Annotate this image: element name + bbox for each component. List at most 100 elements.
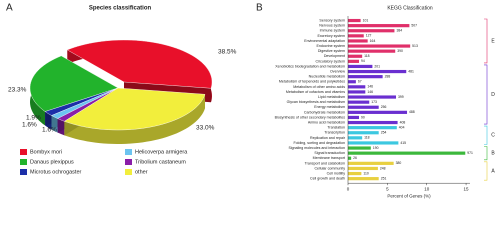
count-label: 173 [371,100,377,104]
panel-label: B [256,3,263,14]
category-label: Signaling molecules and interaction [288,146,345,150]
figure: A Species classification B KEGG Classifi… [6,3,495,199]
legend-label: other [135,169,148,175]
category-label: Transport and catabolism [305,161,345,165]
bar [348,18,361,23]
count-label: 94 [361,59,365,63]
panel-label: A [6,3,13,14]
category-label: Xenobiotics biodegradation and metabolis… [275,64,345,68]
category-label: Amino acid metabolism [308,121,345,125]
bar [348,59,360,63]
count-label: 251 [381,177,387,181]
bar [348,95,397,99]
slice-label: 1.6% [42,127,57,134]
count-label: 118 [364,54,370,58]
bar [348,34,364,38]
category-label: Development [324,54,345,58]
category-label: Cellular community [314,166,345,170]
bar [348,110,408,114]
category-label: Excretory system [317,34,345,38]
group-bracket [484,64,488,125]
bar [348,80,356,84]
category-label: Lipid metabolism [318,95,345,99]
category-label: Overview [330,70,345,74]
count-label: 26 [353,156,357,160]
legend-swatch [125,149,132,155]
count-label: 201 [374,64,380,68]
bar [348,75,383,79]
slice-label: 1.9% [26,115,41,122]
legend-swatch [20,149,27,155]
category-label: Sensory system [319,19,345,23]
count-label: 190 [373,146,379,150]
pie-slice [63,87,206,131]
group-label: D [491,92,495,98]
legend-swatch [125,169,132,175]
count-label: 390 [397,49,403,53]
group-label: E [491,38,495,44]
count-label: 384 [396,29,402,33]
x-tick-label: 15 [464,186,470,191]
category-label: Cell growth and death [310,177,345,181]
slice-label: 1.6% [22,122,37,129]
slice-label: 23.3% [8,87,27,94]
chart-title: Species classification [89,6,152,12]
bar [348,69,407,74]
category-label: Translation [327,126,345,130]
category-label: Membrane transport [313,156,345,160]
bar [348,49,396,53]
count-label: 118 [364,136,370,140]
category-label: Nucleotide metabolism [309,75,345,79]
legend-label: Bombyx mori [30,149,62,155]
x-tick-label: 0 [347,186,350,191]
category-label: Cell motility [327,172,346,176]
count-label: 380 [396,161,402,165]
bar [348,136,363,140]
count-label: 399 [398,95,404,99]
count-label: 90 [361,115,365,119]
count-label: 488 [409,110,415,114]
category-label: Digestive system [318,49,345,53]
count-label: 971 [467,151,473,155]
pie-slice [66,39,213,89]
count-label: 408 [400,120,406,124]
x-axis-title: Percent of Genes (%) [387,193,431,198]
count-label: 513 [412,44,418,48]
bar [348,161,394,165]
count-label: 481 [408,69,414,73]
bar [348,151,466,155]
count-label: 254 [381,131,387,135]
legend-swatch [125,159,132,165]
bar [348,85,366,89]
count-label: 507 [411,24,417,28]
legend-label: Microtus ochrogaster [30,169,82,175]
category-label: Nervous system [319,24,345,28]
category-label: Endocrine system [316,44,345,48]
bar [348,156,352,160]
bar [348,126,397,130]
bar [348,90,366,94]
bar [348,115,360,120]
legend-label: Danaus plexippus [30,159,74,165]
category-label: Metabolism of terpenoids and polyketides [279,80,345,84]
legend-label: Tribolium castaneum [135,159,186,165]
bar [348,29,395,33]
bar [348,171,362,176]
bar [348,24,410,28]
group-bracket [484,18,488,64]
category-label: Environmental adaptation [304,39,345,43]
category-label: Folding, sorting and degradation [293,141,345,145]
group-bracket [484,125,488,145]
count-label: 101 [363,18,369,22]
count-label: 127 [366,34,372,38]
count-label: 67 [358,80,362,84]
bar [348,64,373,69]
slice-label: 38.5% [218,49,237,56]
group-label: A [491,168,495,174]
legend-swatch [20,169,27,175]
bar [348,177,379,181]
x-tick-label: 5 [386,186,389,191]
count-label: 110 [363,171,369,175]
bar [348,120,398,125]
x-tick-label: 10 [424,186,430,191]
